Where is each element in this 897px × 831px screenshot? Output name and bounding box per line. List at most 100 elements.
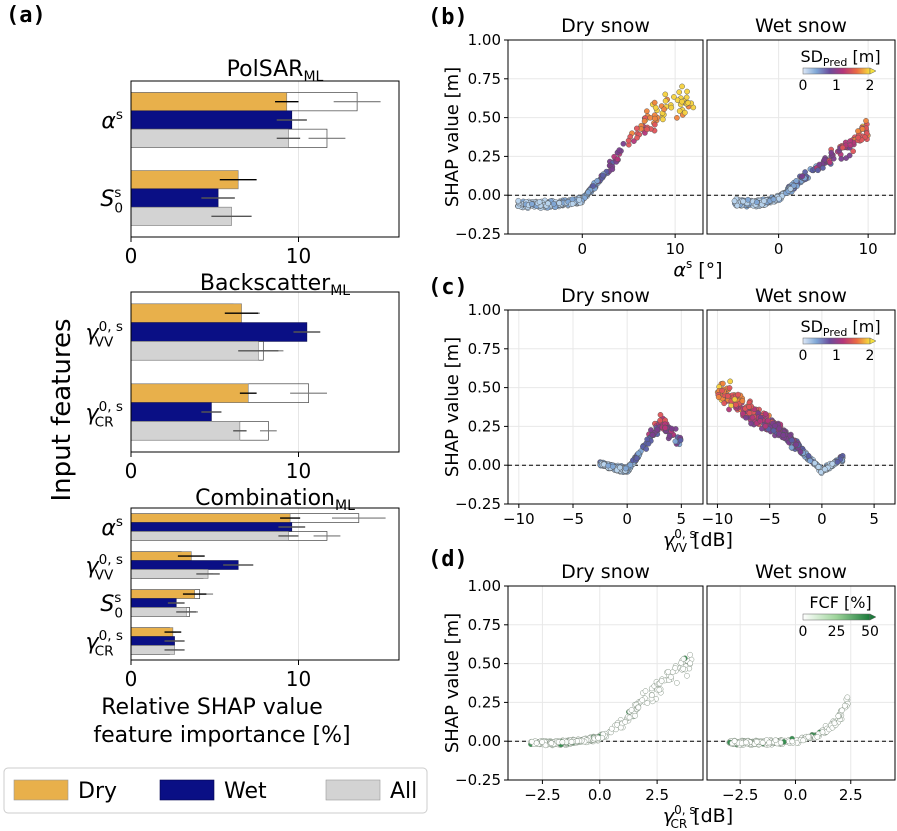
feature-label: γ0, s CR [86, 399, 123, 431]
y-tick-label: 0.25 [468, 417, 501, 435]
data-point [609, 166, 616, 173]
colorbar-tick-label: 0 [799, 78, 808, 94]
data-point [665, 668, 672, 675]
x-tick-label: 0 [125, 459, 138, 483]
data-point [643, 108, 650, 114]
data-point [765, 417, 771, 424]
colorbar-title: SDPred [m] [800, 47, 880, 69]
data-point [776, 425, 782, 432]
bar-all [130, 421, 241, 441]
legend-swatch-wet [159, 779, 215, 801]
y-tick-label: 1.00 [468, 301, 501, 319]
data-point [740, 410, 746, 417]
data-point [805, 733, 812, 740]
data-point [652, 121, 658, 128]
data-point [685, 99, 691, 106]
subplot-title-sub: ML [335, 498, 355, 514]
data-point [533, 740, 540, 746]
subplot-title: BackscatterML [200, 271, 350, 299]
bar-wet [130, 322, 308, 342]
data-point [536, 199, 543, 205]
x-tick-label: 0.0 [784, 786, 808, 804]
data-point [662, 98, 669, 104]
panel-label: (b) [428, 5, 468, 30]
x-tick-label: 10 [286, 244, 311, 268]
data-point [789, 738, 796, 745]
data-point [672, 665, 679, 671]
data-point [777, 739, 784, 746]
data-point [620, 140, 627, 147]
x-tick-label: −5 [562, 510, 584, 528]
y-tick-label: −0.25 [455, 495, 501, 513]
y-tick-label: 0.50 [468, 379, 501, 397]
feature-label-sup: s [116, 514, 123, 530]
data-point [595, 735, 601, 741]
scatter-c-dry: Dry snow −10 −5 0 5 [503, 285, 704, 528]
data-point [682, 109, 688, 116]
colorbar-title: SDPred [m] [800, 317, 880, 339]
data-point [814, 734, 821, 740]
y-tick-label: −0.25 [455, 225, 501, 243]
data-point [816, 161, 823, 168]
data-point [740, 198, 747, 205]
data-point [749, 414, 756, 421]
feature-label-sym: α [101, 109, 116, 134]
feature-label-sup: 0, s [99, 628, 123, 644]
xlabel-unit: [dB] [687, 529, 733, 551]
colorbar-gradient [802, 67, 871, 75]
data-point [590, 183, 597, 189]
data-point [658, 678, 665, 684]
xlabel-sup: s [686, 257, 692, 271]
data-point [539, 739, 545, 745]
data-point [821, 156, 828, 163]
column-title: Wet snow [755, 15, 847, 37]
data-point [651, 99, 658, 106]
y-tick-label: 0.00 [468, 732, 501, 750]
colorbar-extend [869, 613, 877, 621]
data-point [759, 739, 766, 746]
data-point [647, 114, 654, 121]
data-point [628, 707, 635, 713]
colorbar-extend [869, 337, 877, 345]
data-point [545, 200, 551, 207]
axes-frame [130, 507, 400, 661]
data-point [642, 688, 649, 694]
feature-label-sub: VV [95, 568, 114, 584]
data-point [855, 134, 862, 141]
colorbar-title-pre: FCF [%] [809, 593, 871, 612]
legend-label-wet: Wet [224, 779, 267, 804]
data-point [855, 128, 861, 134]
colorbar-tick-label: 2 [866, 78, 875, 94]
data-point [745, 196, 751, 203]
data-point [761, 198, 767, 204]
data-point [807, 457, 813, 464]
panel-a-ylabel: Input features [47, 318, 77, 501]
y-tick-label: 0.00 [468, 456, 501, 474]
x-tick-label: 0 [125, 244, 138, 268]
data-point [827, 159, 833, 166]
data-point [762, 411, 769, 417]
data-point [787, 186, 794, 192]
data-point [731, 738, 738, 745]
legend-swatch-dry [13, 779, 69, 801]
xlabel-sup: 0, s [674, 527, 696, 541]
data-point [743, 414, 749, 421]
data-point [652, 104, 659, 111]
x-tick-label: 10 [859, 240, 878, 258]
feature-label-sup: s [114, 185, 121, 201]
data-point [568, 739, 575, 745]
data-point [715, 394, 722, 401]
data-point [815, 464, 822, 470]
bar-dry [130, 513, 291, 523]
bar-wet [130, 560, 239, 570]
data-point [639, 697, 646, 703]
data-point [622, 465, 629, 472]
xlabel-unit: [°] [692, 259, 722, 281]
data-point [680, 656, 687, 662]
feature-label-sym: S [100, 187, 114, 212]
data-point [556, 200, 563, 206]
x-tick-label: 10 [286, 667, 311, 691]
data-point [834, 459, 841, 465]
